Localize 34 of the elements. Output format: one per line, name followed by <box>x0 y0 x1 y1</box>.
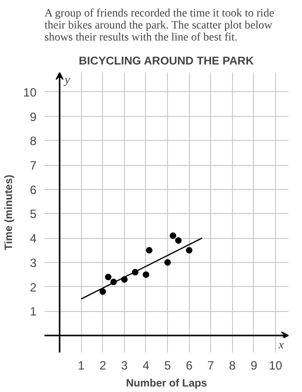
y-tick-label: 4 <box>30 232 37 246</box>
point <box>142 271 150 278</box>
y-tick-label: 8 <box>30 134 37 148</box>
point <box>100 288 106 295</box>
point <box>146 246 152 254</box>
chart-title: BICYCLING AROUND THE PARK <box>78 56 255 68</box>
point <box>104 274 112 280</box>
y-axis-title: Time (minutes) <box>3 174 16 250</box>
y-tick-label: 7 <box>30 158 37 173</box>
y-tick-label: 1 <box>30 304 37 319</box>
y-tick-label: 3 <box>30 256 37 270</box>
y-tick-label: 10 <box>23 85 37 100</box>
x-tick-label: 5 <box>164 358 172 372</box>
y-tick-label: 9 <box>30 110 37 124</box>
x-tick-label: 10 <box>268 358 283 372</box>
x-tick-label: 4 <box>142 358 150 372</box>
x-tick-label: 9 <box>250 358 258 372</box>
x-tick-label: 8 <box>229 358 236 372</box>
point <box>164 259 171 266</box>
y-tick-label: 5 <box>30 207 37 222</box>
annotation: y <box>64 72 71 86</box>
point <box>170 232 176 239</box>
x-tick-label: 2 <box>99 358 106 372</box>
y-tick-label: 2 <box>30 280 37 294</box>
annotation: x <box>278 337 284 352</box>
chart-subtitle: A group of friends recorded the time it took to ride their bikes around the park. The scatter plot below shows their results with the line of best fit. <box>44 8 274 44</box>
x-tick-label: 1 <box>78 358 85 372</box>
x-tick-label: 7 <box>207 358 214 372</box>
point <box>175 237 182 244</box>
x-tick-label: 6 <box>186 358 193 372</box>
x-axis-title: Number of Laps <box>126 378 208 390</box>
point <box>186 246 192 254</box>
y-tick-label: 6 <box>30 182 37 197</box>
x-tick-label: 3 <box>121 358 128 372</box>
